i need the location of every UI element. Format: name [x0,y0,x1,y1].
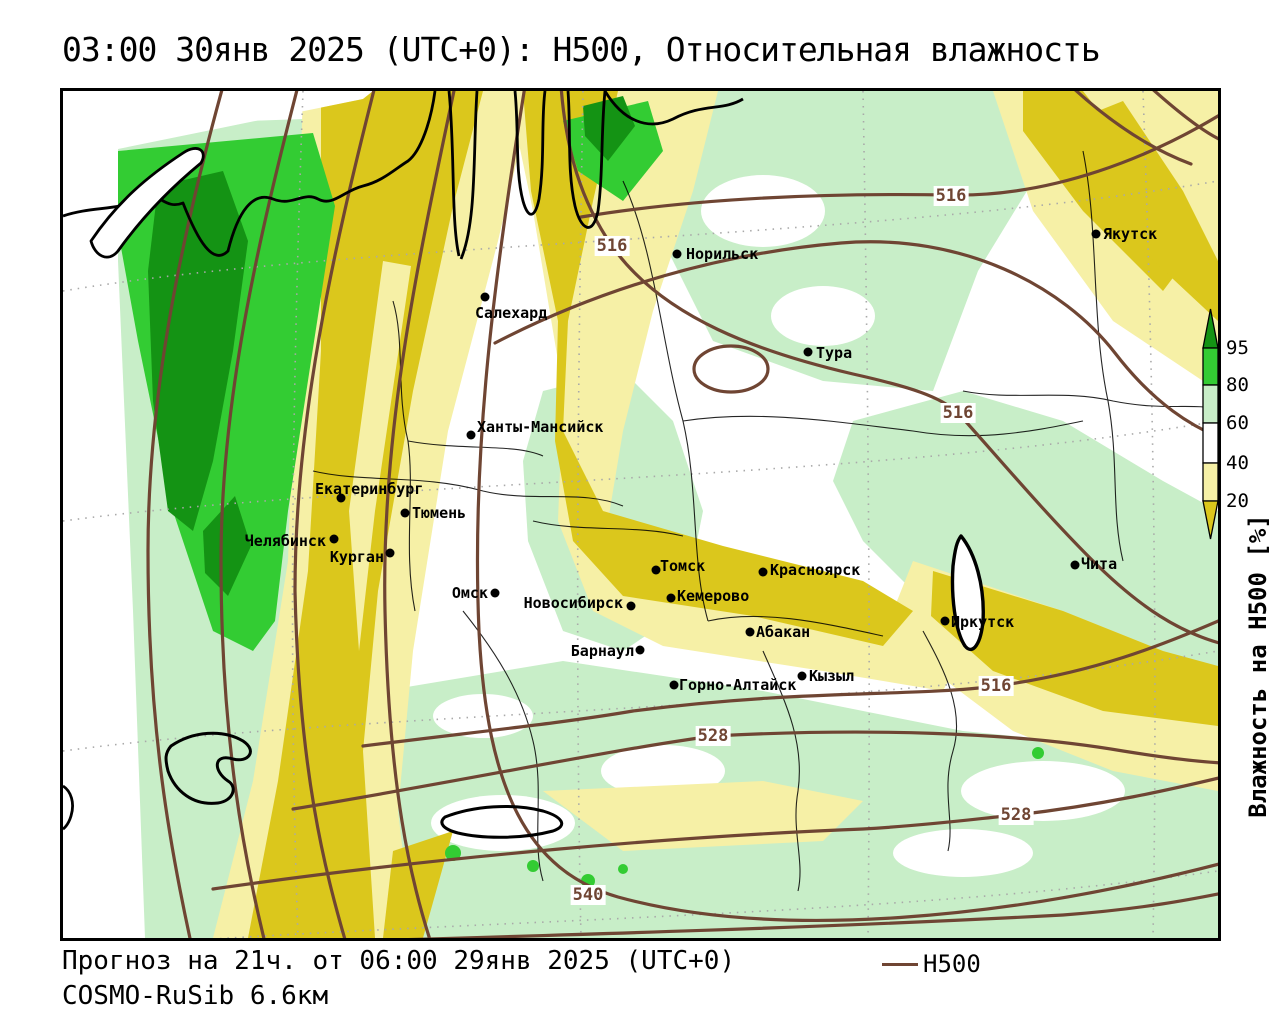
colorbar-tick: 60 [1226,412,1249,434]
city-dot [666,593,676,603]
colorbar-tick: 95 [1226,337,1249,359]
colorbar-tick: 20 [1226,490,1249,512]
city-label: Челябинск [244,532,326,550]
city-dot [329,534,339,544]
city-label: Тура [816,344,853,362]
city-label: Кемерово [677,587,750,605]
city-dot [635,645,645,655]
colorbar [1202,308,1218,540]
city-label: Иркутск [951,613,1015,631]
city-dot [385,548,395,558]
contour-value-label: 540 [570,885,606,905]
city-dot [797,671,807,681]
city-label: Кызыл [809,667,855,685]
contour-value-label: 516 [594,236,630,256]
contour-value-label: 528 [695,726,731,746]
colorbar-tick: 80 [1226,374,1249,396]
h500-legend-label: H500 [923,950,981,978]
city-dot [480,292,490,302]
contour-value-label: 516 [933,186,969,206]
city-label: Томск [660,557,706,575]
city-label: Барнаул [570,642,634,660]
city-label: Салехард [475,304,548,322]
humidity-field [118,91,1218,938]
city-label: Чита [1081,555,1118,573]
city-label: Ханты-Мансийск [477,418,604,436]
city-dot [672,249,682,259]
contour-value-label: 516 [940,403,976,423]
colorbar-tick: 40 [1226,452,1249,474]
city-dot [400,508,410,518]
city-label: Тюмень [412,504,467,522]
city-dot [758,567,768,577]
city-dot [466,430,476,440]
city-label: Красноярск [770,561,861,579]
city-dot [626,601,636,611]
city-label: Омск [451,584,488,602]
colorbar-axis-label: Влажность на H500 [%] [1244,514,1272,818]
h500-contours [146,91,1218,938]
forecast-info-text: Прогноз на 21ч. от 06:00 29янв 2025 (UTC… [62,946,736,976]
city-dot [490,588,500,598]
city-label: Якутск [1103,225,1158,243]
city-dot [336,493,346,503]
city-label: Горно-Алтайск [679,676,797,694]
contour-value-label: 528 [998,805,1034,825]
graticule [63,91,1218,938]
city-dot [651,565,661,575]
contour-value-label: 516 [978,676,1014,696]
admin-borders [312,150,1218,892]
h500-legend-line [882,963,918,966]
page-title: 03:00 30янв 2025 (UTC+0): H500, Относите… [62,30,1101,69]
city-dot [803,347,813,357]
city-dot [1070,560,1080,570]
city-label: Норильск [686,245,759,263]
model-name-text: COSMO-RuSib 6.6км [62,981,329,1011]
city-dot [1091,229,1101,239]
city-dot [940,616,950,626]
city-dot [745,627,755,637]
city-label: Абакан [756,623,811,641]
city-label: Екатеринбург [315,480,424,498]
city-dot [669,680,679,690]
map-area: 516 516 516 516 528 528 540 Норильск Салехард Ту… [60,88,1272,941]
city-label: Новосибирск [523,594,623,612]
coastlines [63,91,985,839]
city-label: Курган [329,548,384,566]
map-canvas [63,91,1218,938]
